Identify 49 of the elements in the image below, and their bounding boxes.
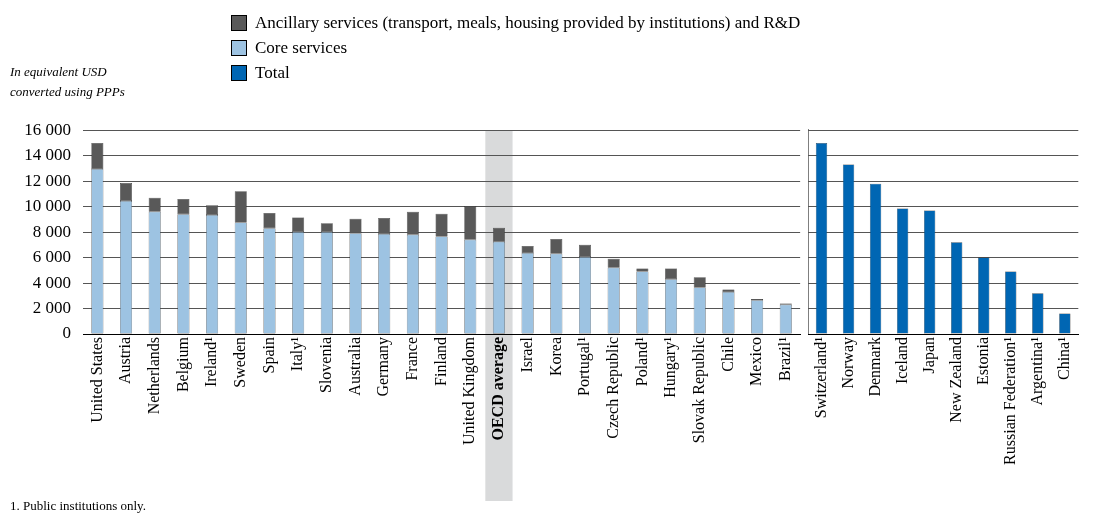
x-tick-label: Russian Federation¹ <box>1000 336 1018 465</box>
x-tick-label: Australia <box>345 337 363 396</box>
x-tick-label: France <box>403 337 421 381</box>
x-tick-label: Netherlands <box>144 337 162 415</box>
legend-label: Ancillary services (transport, meals, housing provided by institutions) and R&D <box>255 12 801 33</box>
y-tick-label: 0 <box>62 323 71 343</box>
y-tick-label: 2 000 <box>32 297 71 317</box>
legend-label: Total <box>255 62 290 83</box>
x-tick-label: Ireland¹ <box>202 336 220 388</box>
x-tick-label: Sweden <box>230 337 248 388</box>
text: 1. Public institutions only. <box>10 498 147 514</box>
x-tick-label: Brazil¹ <box>776 336 793 381</box>
x-tick-label: Norway <box>838 337 857 389</box>
y-tick-label: 10 000 <box>24 196 71 216</box>
x-tick-label: Switzerland¹ <box>811 336 829 419</box>
x-tick-label: Mexico <box>747 337 765 386</box>
y-tick-label: 14 000 <box>24 145 71 165</box>
x-tick-label: Hungary¹ <box>661 336 680 398</box>
x-tick-label: New Zealand <box>946 337 964 423</box>
x-tick-label: Chile <box>718 337 736 372</box>
x-tick-label: Japan <box>919 337 938 374</box>
y-tick-label: 6 000 <box>32 247 71 267</box>
x-tick-label: Slovenia <box>317 337 335 393</box>
x-tick-label: Austria <box>116 337 134 385</box>
x-tick-label: Argentina¹ <box>1027 336 1046 406</box>
y-tick-label: 8 000 <box>32 221 71 241</box>
x-tick-label: Czech Republic <box>603 337 622 439</box>
x-tick-label: Israel <box>517 336 535 373</box>
x-tick-label: Denmark <box>865 337 883 397</box>
y-tick-label: 12 000 <box>24 170 71 190</box>
x-tick-label: Slovak Republic <box>689 337 708 444</box>
x-tick-label: Finland <box>431 337 449 386</box>
legend-label: Core services <box>255 37 348 58</box>
x-tick-label: Italy¹ <box>288 336 307 372</box>
x-tick-label: OECD average <box>489 337 508 441</box>
x-tick-label: Belgium <box>173 336 192 393</box>
x-tick-label: Portugal¹ <box>575 336 594 397</box>
x-tick-label: United Kingdom <box>460 336 479 445</box>
y-tick-label: 4 000 <box>32 272 71 292</box>
x-tick-label: Germany <box>374 337 393 397</box>
y-axis-title: In equivalent USD converted using PPPs <box>10 63 126 101</box>
x-tick-label: Iceland <box>892 337 910 385</box>
x-tick-label: United States <box>87 337 105 423</box>
x-tick-label: Estonia <box>973 337 991 385</box>
x-tick-label: Spain <box>259 337 278 374</box>
x-tick-label: Korea <box>546 337 564 377</box>
y-tick-label: 16 000 <box>24 119 71 139</box>
x-tick-label: China¹ <box>1055 336 1072 381</box>
x-tick-label: Poland¹ <box>632 336 650 387</box>
